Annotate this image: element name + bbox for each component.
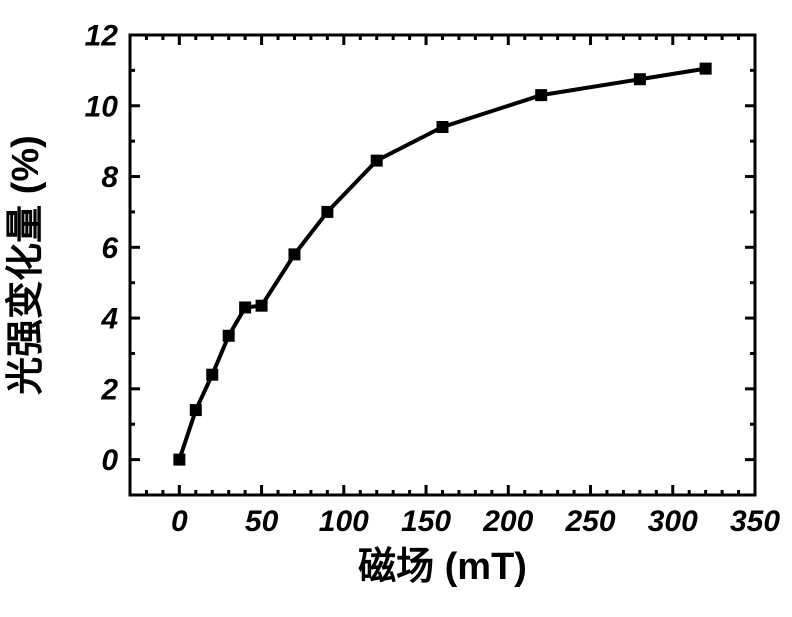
data-marker xyxy=(207,369,218,380)
data-marker xyxy=(371,155,382,166)
line-chart: 0 50 100 150 200 250 300 350 0 2 4 6 8 10 12 磁场 (mT) 光强变… xyxy=(0,0,792,617)
data-marker xyxy=(437,122,448,133)
svg-text:350: 350 xyxy=(730,505,780,538)
svg-text:4: 4 xyxy=(100,303,118,336)
data-marker xyxy=(240,302,251,313)
svg-text:10: 10 xyxy=(85,90,119,123)
svg-text:50: 50 xyxy=(245,505,279,538)
data-marker xyxy=(536,90,547,101)
svg-text:200: 200 xyxy=(482,505,533,538)
svg-text:250: 250 xyxy=(564,505,615,538)
x-axis-label: 磁场 (mT) xyxy=(358,546,527,588)
svg-text:12: 12 xyxy=(85,20,119,53)
data-marker xyxy=(190,405,201,416)
data-marker xyxy=(322,206,333,217)
data-marker xyxy=(289,249,300,260)
y-axis-label: 光强变化量 (%) xyxy=(5,135,47,395)
data-marker xyxy=(634,74,645,85)
data-marker xyxy=(256,300,267,311)
data-marker xyxy=(223,330,234,341)
chart-container: 0 50 100 150 200 250 300 350 0 2 4 6 8 10 12 磁场 (mT) 光强变… xyxy=(0,0,792,617)
svg-text:100: 100 xyxy=(319,505,369,538)
svg-text:0: 0 xyxy=(171,505,188,538)
svg-text:8: 8 xyxy=(101,161,118,194)
svg-text:2: 2 xyxy=(100,373,118,406)
svg-text:6: 6 xyxy=(101,232,118,265)
svg-text:300: 300 xyxy=(648,505,698,538)
data-marker xyxy=(700,63,711,74)
svg-text:150: 150 xyxy=(401,505,451,538)
data-marker xyxy=(174,454,185,465)
svg-text:0: 0 xyxy=(101,444,118,477)
